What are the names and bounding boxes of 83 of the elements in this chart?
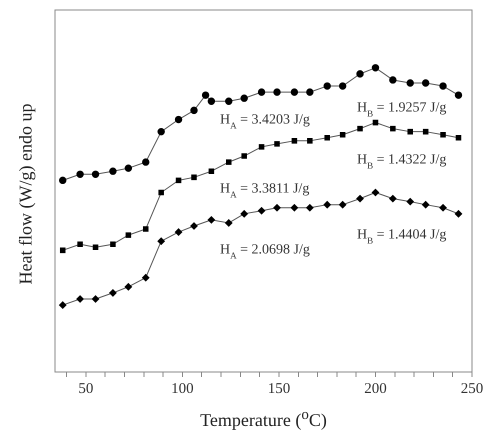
point (357, 126, 363, 132)
point (407, 128, 413, 134)
point (174, 116, 182, 124)
point (59, 176, 66, 184)
point (307, 138, 313, 144)
point (76, 170, 84, 178)
point (226, 159, 232, 165)
point (158, 190, 164, 196)
x-tick-label: 150 (268, 380, 290, 397)
point (258, 144, 264, 150)
point (142, 274, 150, 282)
point (59, 301, 66, 309)
point (76, 295, 84, 303)
point (273, 204, 281, 212)
point (306, 88, 314, 96)
point (389, 194, 397, 202)
x-axis-title: Temperature ($^{o}$C) (199, 407, 328, 431)
point (126, 232, 132, 238)
point (92, 295, 100, 303)
point (208, 98, 216, 105)
point (157, 237, 165, 245)
point (258, 88, 266, 96)
point (290, 88, 298, 96)
point (241, 153, 247, 159)
x-tick-label: 250 (460, 380, 484, 397)
point (190, 106, 198, 114)
point (191, 174, 197, 180)
point (174, 228, 182, 236)
point (273, 88, 281, 96)
y-axis-title: Heat flow (W/g) endo up (16, 104, 36, 284)
point (439, 204, 447, 212)
point (110, 241, 116, 247)
point (176, 178, 182, 184)
point (454, 91, 462, 99)
point (338, 82, 346, 90)
x-tick-label: 100 (171, 380, 194, 397)
point (356, 194, 364, 202)
point (324, 82, 331, 90)
point (356, 70, 364, 78)
x-tick-label: 50 (78, 380, 94, 397)
point (456, 135, 462, 141)
point (60, 248, 66, 254)
point (422, 200, 430, 208)
point (306, 204, 314, 212)
point (258, 207, 266, 214)
x-tick-label: 200 (364, 380, 387, 397)
point (109, 289, 117, 297)
point (157, 128, 165, 136)
point (440, 132, 446, 138)
point (240, 94, 248, 102)
point (292, 138, 298, 144)
point (340, 132, 346, 138)
point (372, 64, 380, 72)
point (225, 98, 232, 105)
point (142, 226, 148, 232)
point (390, 126, 396, 132)
point (208, 168, 214, 174)
point (109, 168, 117, 175)
point (290, 204, 298, 212)
point (92, 244, 98, 250)
point (225, 219, 232, 227)
point (324, 200, 331, 208)
point (124, 283, 132, 291)
point (202, 91, 210, 99)
point (190, 222, 198, 230)
point (454, 210, 462, 218)
point (208, 216, 216, 224)
point (92, 170, 100, 178)
point (240, 210, 248, 218)
point (389, 76, 397, 84)
point (142, 158, 150, 166)
point (372, 120, 378, 126)
point (439, 82, 447, 90)
point (406, 198, 414, 206)
point (274, 141, 280, 147)
point (422, 128, 428, 134)
point (422, 79, 430, 87)
point (324, 135, 330, 141)
point (77, 241, 83, 247)
point (372, 188, 380, 196)
point (124, 164, 132, 172)
point (338, 200, 346, 208)
point (406, 79, 414, 87)
